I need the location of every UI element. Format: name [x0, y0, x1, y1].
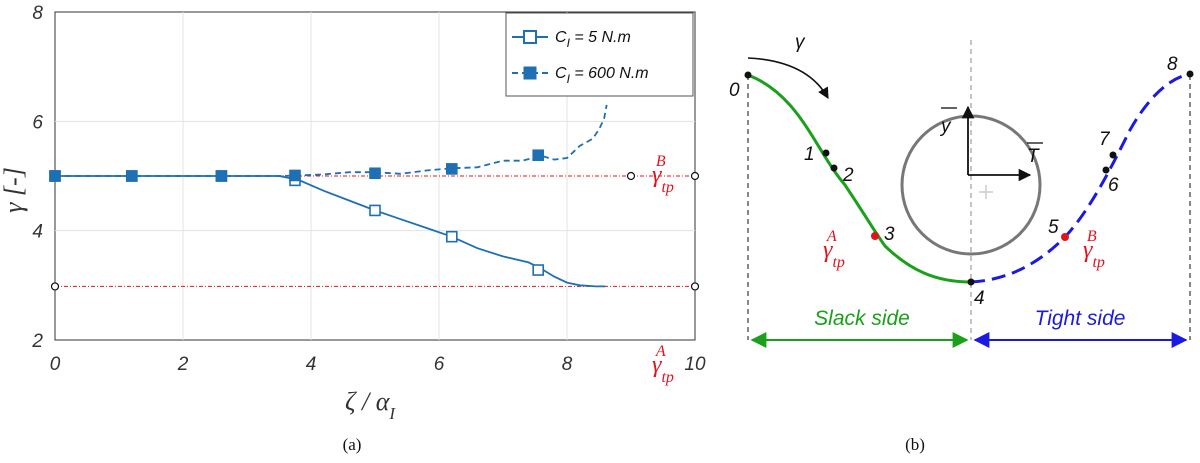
x-tick-label: 0	[50, 354, 61, 375]
x-tick-label: 10	[684, 354, 706, 375]
point-label-6: 6	[1108, 175, 1119, 196]
series-1-marker	[369, 204, 381, 217]
point-label-7: 7	[1099, 129, 1111, 150]
slack-curve	[747, 73, 972, 284]
legend-label-series-1: CI = 5 N.m	[555, 29, 631, 50]
y-vector-label: y	[939, 116, 952, 137]
y-axis-label: γ [-]	[0, 167, 28, 213]
point-label-1: 1	[804, 144, 815, 165]
point-label-4: 4	[974, 288, 985, 309]
panel-b-diagram: y T γ 0 1 2 3 4 5 6	[729, 32, 1194, 454]
point-2	[830, 164, 838, 172]
point-labels: 0 1 2 3 4 5 6 7 8	[729, 54, 1178, 309]
point-0	[744, 71, 752, 79]
gamma-tp-A-diagram-label: γtpA	[823, 228, 845, 271]
series-2-marker	[289, 169, 301, 182]
point-label-0: 0	[729, 80, 740, 101]
reference-marker	[626, 171, 636, 181]
legend-marker-series-1	[523, 30, 537, 44]
legend-label-series-2: CI = 600 N.m	[555, 65, 649, 86]
panel-b-caption: (b)	[905, 435, 925, 454]
x-tick-label: 4	[306, 354, 317, 375]
series-2-marker	[532, 149, 545, 162]
series-2-marker	[369, 167, 381, 180]
y-tick-label: 4	[32, 222, 43, 243]
point-4	[967, 278, 975, 286]
series-group	[49, 104, 608, 288]
panel-a-caption: (a)	[343, 435, 362, 454]
point-8	[1186, 70, 1194, 78]
point-label-5: 5	[1048, 217, 1059, 238]
series-2-marker	[445, 163, 458, 175]
x-tick-label: 6	[434, 354, 445, 375]
series-2-marker	[215, 170, 228, 182]
point-3	[871, 232, 879, 240]
pulley-center-mark	[979, 185, 993, 199]
reference-marker	[690, 282, 700, 291]
series-2-marker	[49, 170, 61, 182]
y-tick-label: 2	[31, 331, 43, 352]
grid	[55, 12, 695, 340]
x-tick-label: 8	[562, 354, 573, 375]
t-vector-label: T	[1027, 146, 1040, 167]
tight-curve	[970, 72, 1191, 284]
y-tick-label: 8	[32, 3, 43, 24]
point-5	[1061, 233, 1069, 241]
series-2-marker	[126, 170, 138, 182]
y-tick-label: 6	[32, 112, 43, 133]
point-label-3: 3	[884, 224, 895, 245]
point-label-8: 8	[1167, 54, 1178, 75]
legend: CI = 5 N.m CI = 600 N.m	[505, 12, 694, 97]
reference-marker	[50, 282, 60, 291]
gamma-tp-B-diagram-label: γtpB	[1083, 228, 1105, 271]
legend-marker-series-2	[523, 66, 537, 80]
point-1	[822, 149, 830, 157]
series-1-marker	[445, 230, 458, 243]
gamma-tp-A-label: γtpA	[652, 343, 674, 386]
tight-side-label: Tight side	[1035, 307, 1126, 330]
point-6	[1102, 166, 1110, 174]
x-axis-label: ζ / αI	[345, 387, 396, 423]
point-7	[1109, 151, 1117, 159]
x-tick-label: 2	[177, 354, 189, 375]
gamma-arrow	[747, 57, 829, 99]
gamma-tp-B-label: γtpB	[652, 153, 674, 196]
series-1-marker	[532, 264, 545, 276]
slack-side-label: Slack side	[814, 307, 910, 330]
series-line-2	[55, 104, 608, 177]
point-label-2: 2	[842, 165, 854, 186]
curve-points	[744, 70, 1194, 286]
reference-marker	[690, 171, 700, 181]
legend-box	[505, 12, 694, 97]
gamma-label: γ	[795, 32, 806, 53]
